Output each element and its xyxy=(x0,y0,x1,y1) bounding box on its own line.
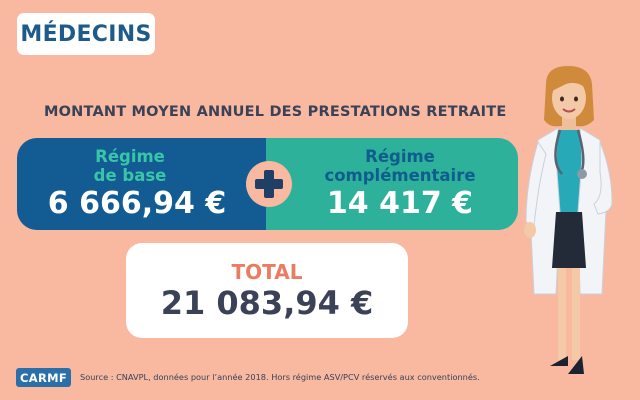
category-tag-label: MÉDECINS xyxy=(20,21,152,47)
carmf-logo-text: CARMF xyxy=(20,370,67,385)
regime-base-panel: Régime de base 6 666,94 € xyxy=(17,138,283,230)
carmf-logo: CARMF xyxy=(16,368,71,387)
total-box: TOTAL 21 083,94 € xyxy=(126,243,408,338)
regime-base-label: Régime de base xyxy=(94,147,167,185)
regime-complementaire-label-line2: complémentaire xyxy=(324,166,476,185)
regime-complementaire-panel: Régime complémentaire 14 417 € xyxy=(266,138,518,230)
total-amount: 21 083,94 € xyxy=(160,283,374,322)
source-note: Source : CNAVPL, données pour l’année 20… xyxy=(80,372,480,382)
total-label: TOTAL xyxy=(231,259,303,284)
regime-base-amount: 6 666,94 € xyxy=(47,186,227,221)
regime-base-label-line1: Régime xyxy=(95,147,165,166)
category-tag: MÉDECINS xyxy=(17,13,155,55)
regime-base-label-line2: de base xyxy=(93,166,167,185)
regime-complementaire-label-line1: Régime xyxy=(365,147,435,166)
plus-icon xyxy=(246,161,292,207)
page-heading: MONTANT MOYEN ANNUEL DES PRESTATIONS RET… xyxy=(44,104,507,120)
regime-complementaire-label: Régime complémentaire xyxy=(324,147,475,185)
regime-complementaire-amount: 14 417 € xyxy=(326,186,474,221)
doctor-illustration xyxy=(524,66,613,374)
